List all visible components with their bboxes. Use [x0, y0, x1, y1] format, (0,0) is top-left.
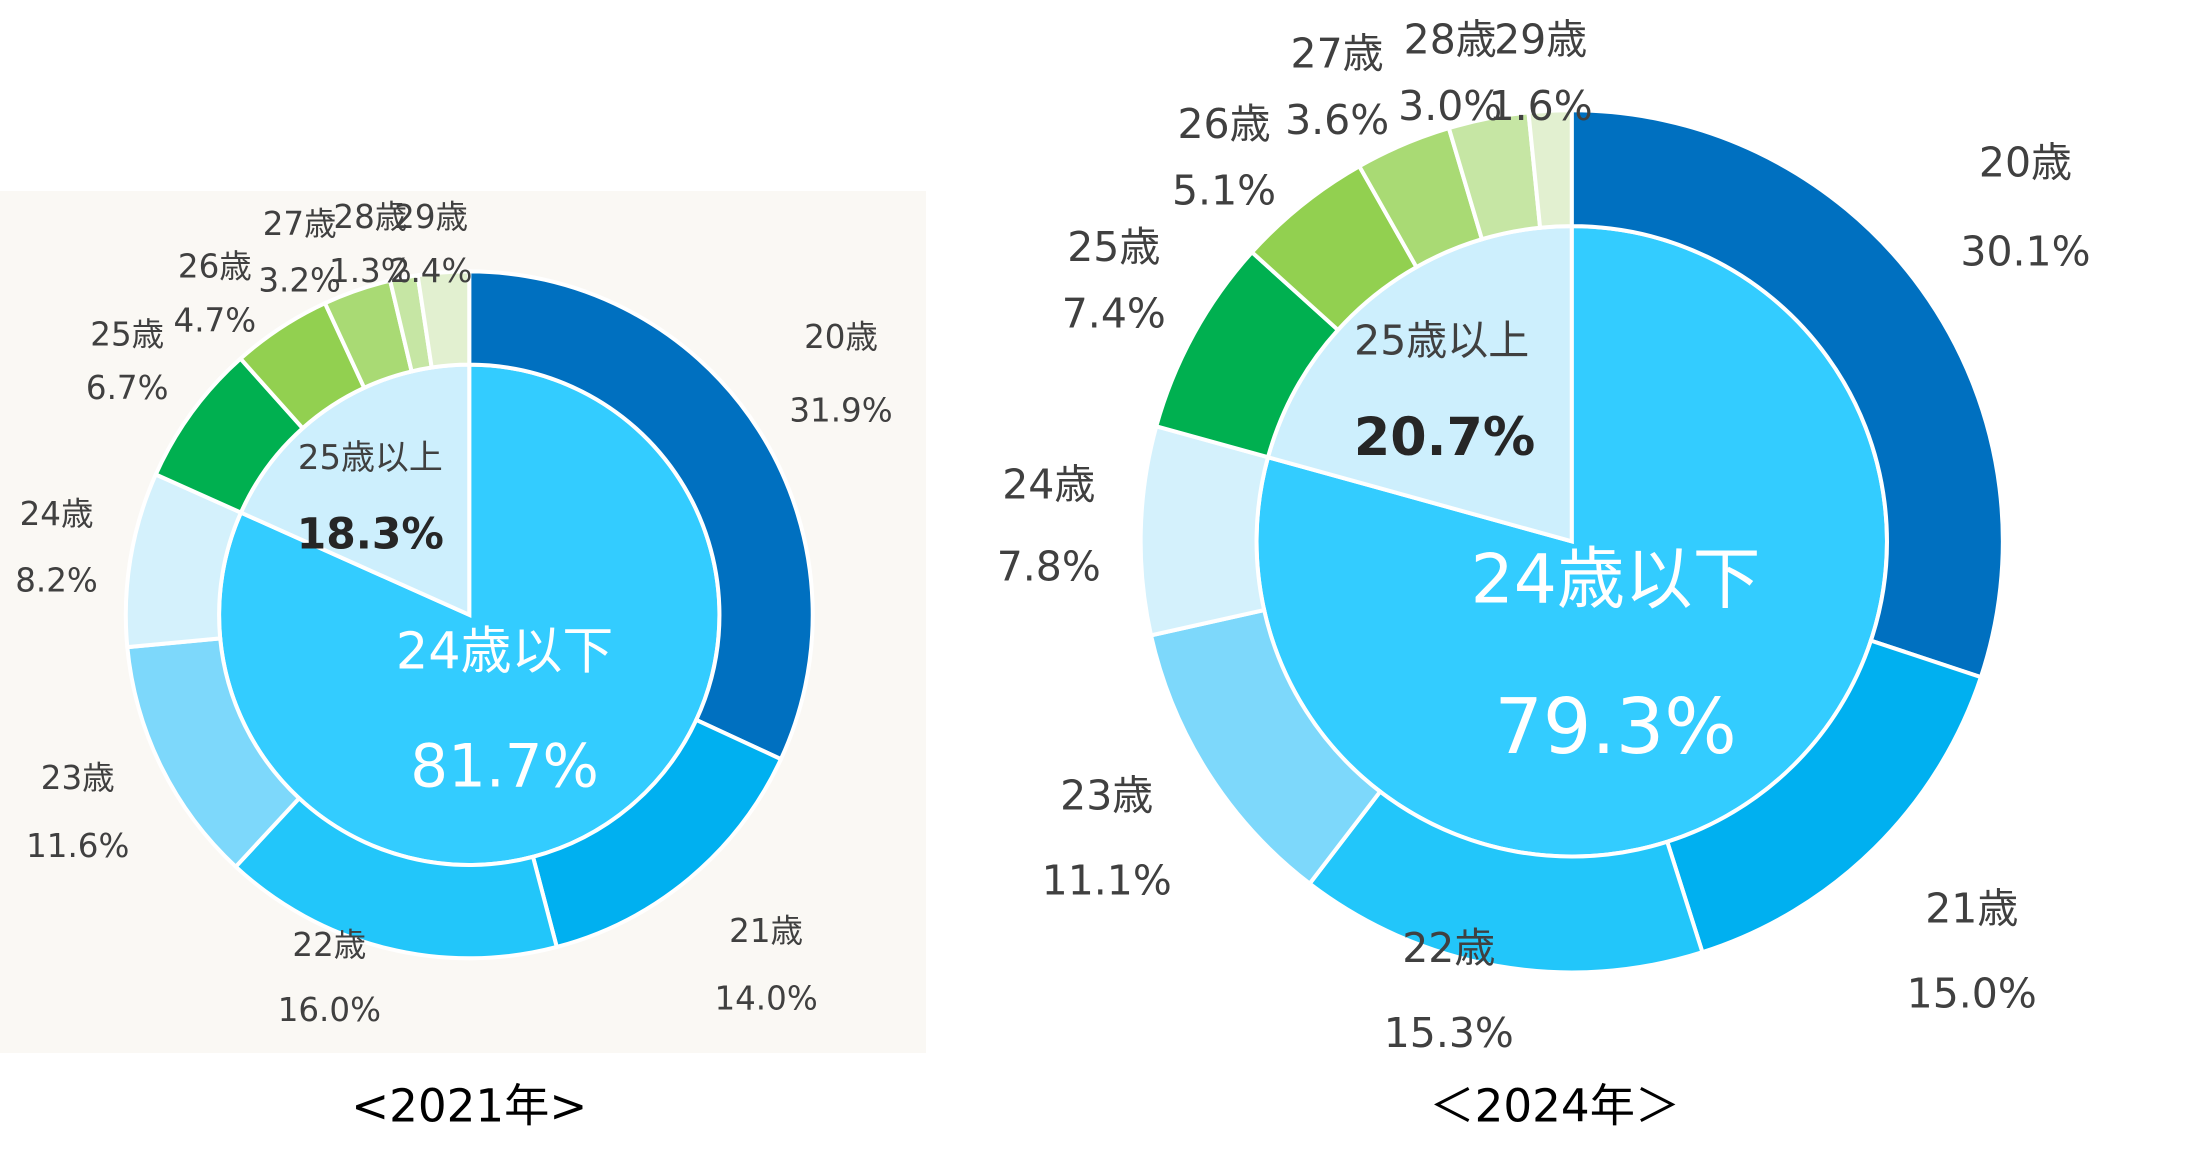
- segment-value-label: 3.6%: [1285, 96, 1389, 144]
- segment-value-label: 1.3%: [329, 252, 412, 290]
- inner-label: 24歳以下: [396, 621, 613, 680]
- inner-label: 25歳以上: [1354, 316, 1529, 364]
- segment-label: 21歳: [729, 912, 803, 950]
- segment-value-label: 15.3%: [1384, 1009, 1514, 1057]
- inner-value-label: 20.7%: [1354, 407, 1535, 468]
- outer-segment: [1569, 108, 2005, 680]
- segment-label: 29歳: [394, 198, 468, 236]
- segment-value-label: 4.7%: [174, 301, 257, 339]
- segment-value-label: 7.4%: [1062, 290, 1166, 338]
- segment-label: 28歳: [1404, 15, 1497, 63]
- segment-value-label: 5.1%: [1172, 167, 1276, 215]
- segment-label: 26歳: [178, 248, 252, 286]
- segment-label: 22歳: [292, 926, 366, 964]
- segment-value-label: 6.7%: [86, 369, 169, 407]
- outer-segment: [467, 269, 815, 762]
- segment-value-label: 2.4%: [390, 252, 473, 290]
- segment-value-label: 30.1%: [1960, 227, 2090, 275]
- segment-value-label: 11.1%: [1042, 856, 1172, 904]
- chart-title: <2021年>: [351, 1080, 587, 1133]
- segment-value-label: 16.0%: [278, 991, 381, 1029]
- inner-label: 24歳以下: [1471, 539, 1761, 618]
- segment-label: 27歳: [263, 205, 337, 243]
- segment-label: 24歳: [1002, 461, 1095, 509]
- inner-value-label: 81.7%: [410, 731, 599, 800]
- inner-label: 25歳以上: [298, 438, 443, 477]
- segment-label: 23歳: [1060, 772, 1153, 820]
- segment-label: 28歳: [333, 198, 407, 236]
- outer-segment: [1138, 423, 1271, 638]
- segment-value-label: 3.0%: [1398, 82, 1502, 130]
- segment-value-label: 11.6%: [26, 827, 129, 865]
- inner-value-label: 79.3%: [1494, 682, 1736, 771]
- segment-label: 27歳: [1291, 30, 1384, 78]
- segment-value-label: 7.8%: [997, 543, 1101, 591]
- chart-title: ＜2024年＞: [1429, 1080, 1680, 1133]
- segment-value-label: 8.2%: [15, 561, 98, 599]
- segment-label: 22歳: [1402, 924, 1495, 972]
- segment-label: 25歳: [90, 315, 164, 353]
- segment-label: 26歳: [1177, 100, 1270, 148]
- segment-label: 23歳: [41, 759, 115, 797]
- segment-value-label: 3.2%: [258, 262, 341, 300]
- segment-label: 29歳: [1494, 15, 1587, 63]
- outer-segment: [1526, 108, 1574, 230]
- segment-label: 21歳: [1925, 885, 2018, 933]
- segment-label: 20歳: [1979, 138, 2072, 186]
- segment-label: 24歳: [20, 495, 94, 533]
- segment-value-label: 15.0%: [1907, 969, 2037, 1017]
- segment-value-label: 31.9%: [789, 392, 892, 430]
- segment-label: 20歳: [804, 318, 878, 356]
- inner-value-label: 18.3%: [297, 510, 444, 559]
- segment-value-label: 1.6%: [1489, 82, 1593, 130]
- segment-value-label: 14.0%: [714, 980, 817, 1018]
- outer-segment: [415, 269, 472, 370]
- segment-label: 25歳: [1067, 223, 1160, 271]
